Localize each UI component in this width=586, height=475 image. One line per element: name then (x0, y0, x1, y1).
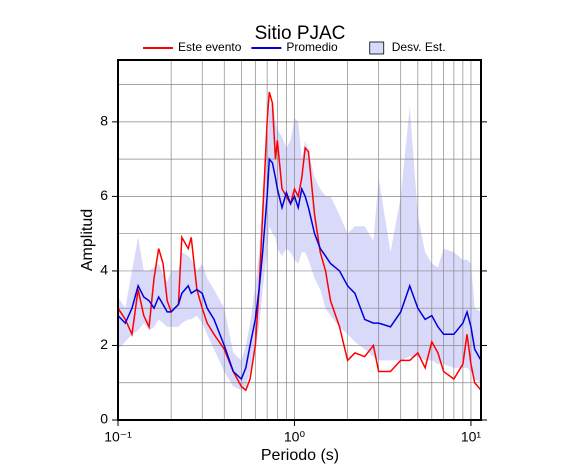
legend-label: Este evento (178, 40, 242, 54)
x-axis-label: Periodo (s) (261, 447, 339, 464)
y-tick-label: 0 (100, 411, 108, 427)
plot-frame (117, 59, 482, 421)
std-band (118, 99, 481, 391)
chart-title: Sitio PJAC (255, 23, 346, 44)
series-line (117, 157, 482, 381)
y-axis-label: Amplitud (79, 209, 96, 271)
y-tick-label: 4 (100, 262, 108, 278)
legend-label: Desv. Est. (392, 40, 446, 54)
legend-label: Promedio (286, 40, 338, 54)
legend-swatch (369, 41, 385, 55)
y-tick-label: 8 (100, 113, 108, 129)
x-tick-label: 10⁻¹ (104, 429, 132, 445)
y-tick-label: 6 (100, 187, 108, 203)
x-tick-label: 10¹ (461, 429, 482, 445)
y-tick-label: 2 (100, 336, 108, 352)
x-tick-label: 10⁰ (284, 429, 306, 445)
